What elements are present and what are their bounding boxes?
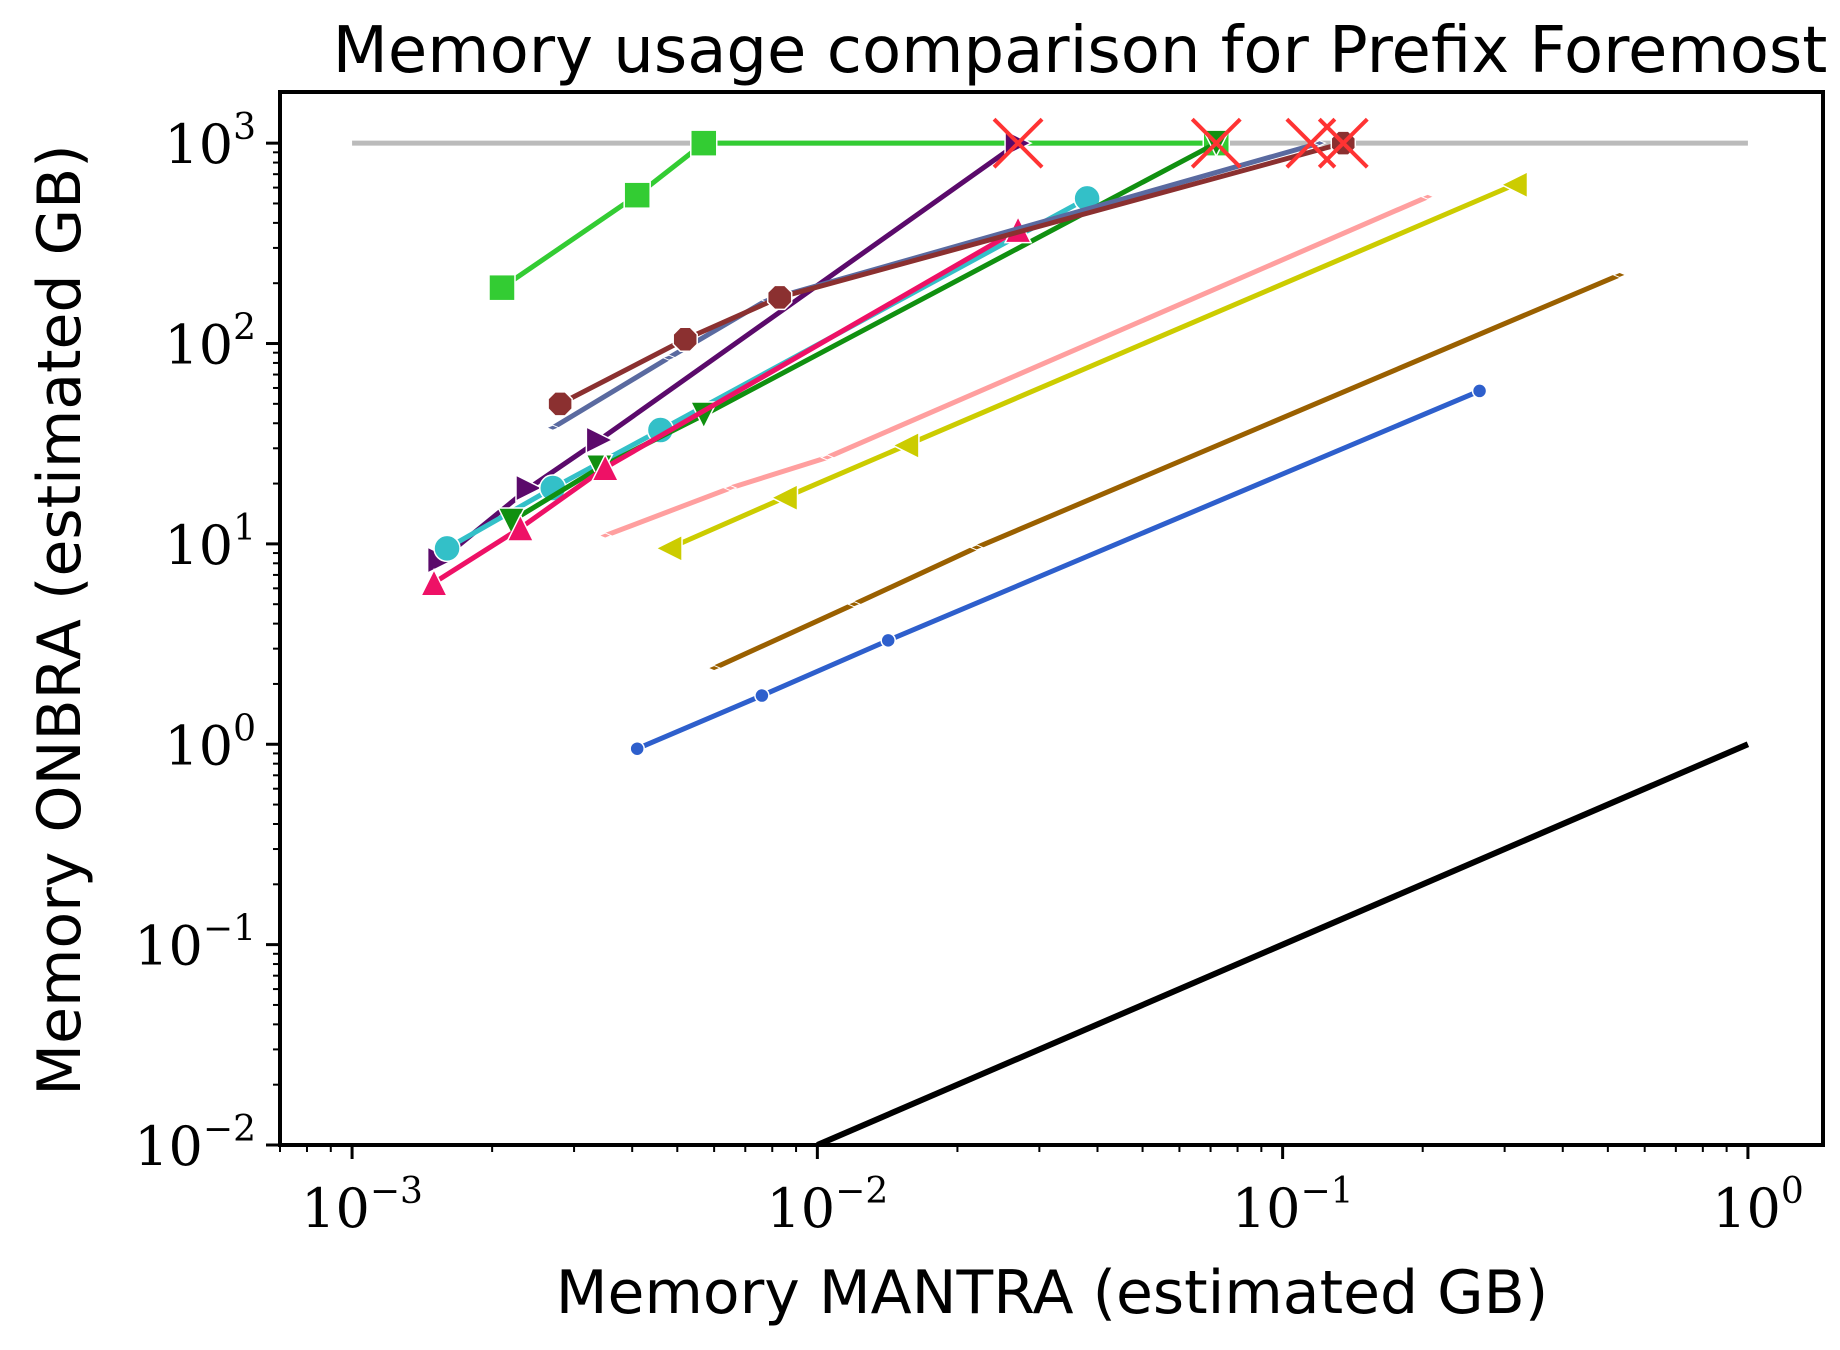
x-tick-label: 10−1 [1232,1171,1354,1240]
series-line [604,194,1429,538]
series-line [500,140,1217,290]
data-point [706,665,722,672]
plot-frame [278,90,1825,1147]
data-point [690,129,718,157]
series-yellow-left-triangles [654,170,1529,563]
data-point [433,534,461,563]
data-point [585,425,615,455]
data-point [672,326,698,353]
identity-line [816,741,1750,1145]
failure-marker [1317,117,1369,169]
data-point [723,484,738,492]
data-point [597,532,613,539]
data-point [754,687,770,704]
series-line [636,388,1481,752]
failure-markers [992,117,1369,169]
data-point [766,284,793,311]
y-tick-label: 101 [164,508,256,577]
data-point [1499,170,1529,199]
chart-title: Memory usage comparison for Prefix Forem… [333,14,1828,88]
data-point [1471,383,1488,399]
x-tick-label: 10−2 [766,1171,888,1240]
data-point [515,473,544,503]
series-slate-blue-line [545,140,1327,431]
series-line [439,141,1020,563]
failure-marker [992,117,1044,169]
series-line [558,140,1344,407]
failure-marker [1190,117,1242,169]
data-point [488,273,516,302]
x-tick-label: 10−3 [301,1171,423,1240]
data-point [1312,140,1327,147]
data-point [547,391,573,417]
y-tick-label: 10−1 [134,909,256,978]
series-green-squares [488,129,1231,302]
series-line [432,227,1020,585]
y-axis-label: Memory ONBRA (estimated GB) [25,144,95,1095]
y-tick-label: 100 [164,708,256,777]
data-point [545,424,561,431]
data-point [1420,193,1435,200]
data-point [769,483,799,512]
axis-ticks: 10−3 10−2 10−1 100 10−2 10−1 100 101 102 103 [134,107,1804,1240]
series-line [668,182,1516,551]
data-point [623,181,651,209]
data-point [591,453,620,482]
data-point [506,513,535,542]
series-ochre-line [706,271,1627,672]
plot-area [352,117,1750,1145]
series-line [551,140,1321,430]
data-point [846,601,862,608]
series-blue-dots [629,383,1488,757]
failure-stroke [992,117,1044,169]
y-tick-label: 102 [164,308,256,377]
failure-stroke [1317,117,1369,169]
data-point [661,354,677,361]
x-axis-label: Memory MANTRA (estimated GB) [556,1258,1548,1328]
failure-stroke [1190,117,1242,169]
data-point [819,454,835,461]
data-point [654,534,683,563]
data-point [1612,271,1627,278]
series-salmon-line [597,193,1435,539]
data-point [629,740,645,757]
x-tick-label: 100 [1712,1171,1804,1240]
data-point [880,632,896,649]
y-tick-label: 10−2 [134,1109,256,1178]
data-point [969,544,984,551]
data-point [891,431,920,460]
series-line [713,272,1621,671]
y-tick-label: 103 [164,107,256,176]
data-point [419,568,449,597]
